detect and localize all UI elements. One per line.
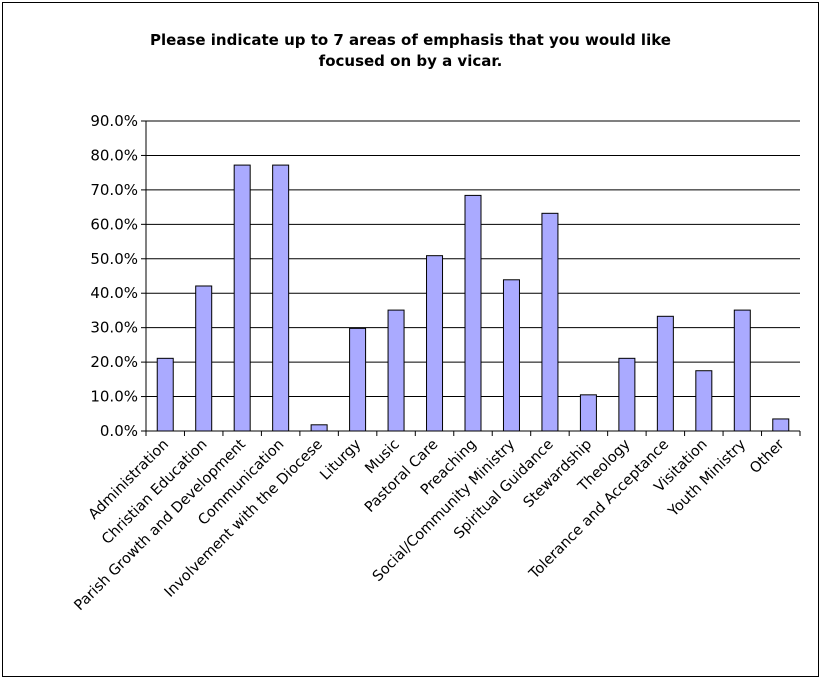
chart-title-line-1: Please indicate up to 7 areas of emphasi… — [150, 31, 671, 49]
bar — [272, 164, 290, 432]
bar — [349, 327, 367, 432]
bar — [464, 194, 482, 432]
bar — [502, 279, 520, 432]
bar — [733, 309, 751, 432]
bar — [310, 424, 328, 432]
bar — [195, 285, 213, 432]
x-tick-label: Liturgy — [317, 436, 364, 483]
bar — [618, 357, 636, 432]
y-tick-label: 30.0% — [90, 319, 138, 337]
bar — [579, 394, 597, 432]
chart-title-line-2: focused on by a vicar. — [318, 52, 503, 70]
y-tick-label: 70.0% — [90, 181, 138, 199]
y-tick-label: 90.0% — [90, 112, 138, 130]
y-tick-label: 40.0% — [90, 284, 138, 302]
x-tick-label: Parish Growth and Development — [72, 436, 250, 614]
y-tick-label: 20.0% — [90, 353, 138, 371]
y-tick-label: 10.0% — [90, 388, 138, 406]
bar — [695, 370, 713, 432]
bar — [426, 255, 444, 432]
bar — [156, 357, 174, 432]
bar — [387, 309, 405, 432]
y-tick-label: 80.0% — [90, 146, 138, 164]
x-tick-label: Other — [747, 436, 787, 476]
y-tick-label: 0.0% — [100, 422, 138, 440]
bar — [656, 315, 674, 432]
bar — [772, 418, 790, 432]
bar — [233, 164, 251, 432]
bar — [541, 212, 559, 432]
x-tick-label: Tolerance and Acceptance — [526, 436, 672, 582]
y-tick-label: 60.0% — [90, 215, 138, 233]
chart-title: Please indicate up to 7 areas of emphasi… — [0, 30, 821, 72]
y-tick-label: 50.0% — [90, 250, 138, 268]
